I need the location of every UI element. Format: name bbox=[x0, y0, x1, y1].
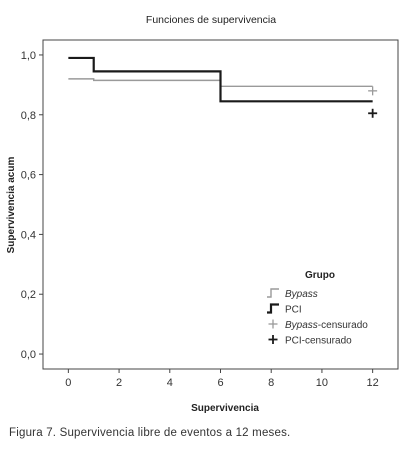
y-tick-label: 0,0 bbox=[21, 349, 36, 361]
legend-label: Bypass bbox=[285, 289, 318, 300]
series-line-pci bbox=[68, 56, 373, 103]
censor-layer bbox=[368, 86, 378, 118]
legend-title: Grupo bbox=[305, 270, 335, 281]
x-tick-label: 12 bbox=[367, 377, 379, 389]
y-tick-label: 0,6 bbox=[21, 170, 36, 182]
legend-swatch-bypass bbox=[267, 288, 279, 298]
x-tick-label: 4 bbox=[167, 377, 173, 389]
y-tick-label: 1,0 bbox=[21, 50, 36, 62]
x-tick-label: 0 bbox=[65, 377, 71, 389]
chart-title: Funciones de supervivencia bbox=[146, 14, 276, 26]
legend-label: Bypass-censurado bbox=[285, 320, 368, 331]
x-axis-label: Supervivencia bbox=[191, 403, 259, 414]
censor-mark-pci-censurado bbox=[368, 108, 378, 118]
y-tick-label: 0,8 bbox=[21, 110, 36, 122]
x-tick-label: 6 bbox=[217, 377, 223, 389]
legend-label: PCI bbox=[285, 305, 302, 316]
x-axis: 0 2 4 6 8 10 12 bbox=[65, 369, 379, 389]
y-axis: 0,0 0,2 0,4 0,6 0,8 1,0 bbox=[21, 50, 43, 361]
censor-mark-bypass-censurado bbox=[368, 86, 378, 96]
legend: Grupo Bypass PCI Bypass-censurado PCI-censu… bbox=[267, 270, 368, 347]
legend-label: PCI-censurado bbox=[285, 336, 352, 347]
y-axis-label: Supervivencia acum bbox=[6, 157, 17, 254]
figure-caption: Figura 7. Supervivencia libre de eventos… bbox=[9, 427, 291, 439]
series-line-bypass bbox=[68, 78, 373, 88]
x-tick-label: 10 bbox=[316, 377, 328, 389]
legend-swatch-pci bbox=[267, 303, 279, 314]
y-tick-label: 0,2 bbox=[21, 289, 36, 301]
y-tick-label: 0,4 bbox=[21, 229, 36, 241]
series-layer bbox=[68, 56, 373, 103]
x-tick-label: 8 bbox=[268, 377, 274, 389]
x-tick-label: 2 bbox=[116, 377, 122, 389]
